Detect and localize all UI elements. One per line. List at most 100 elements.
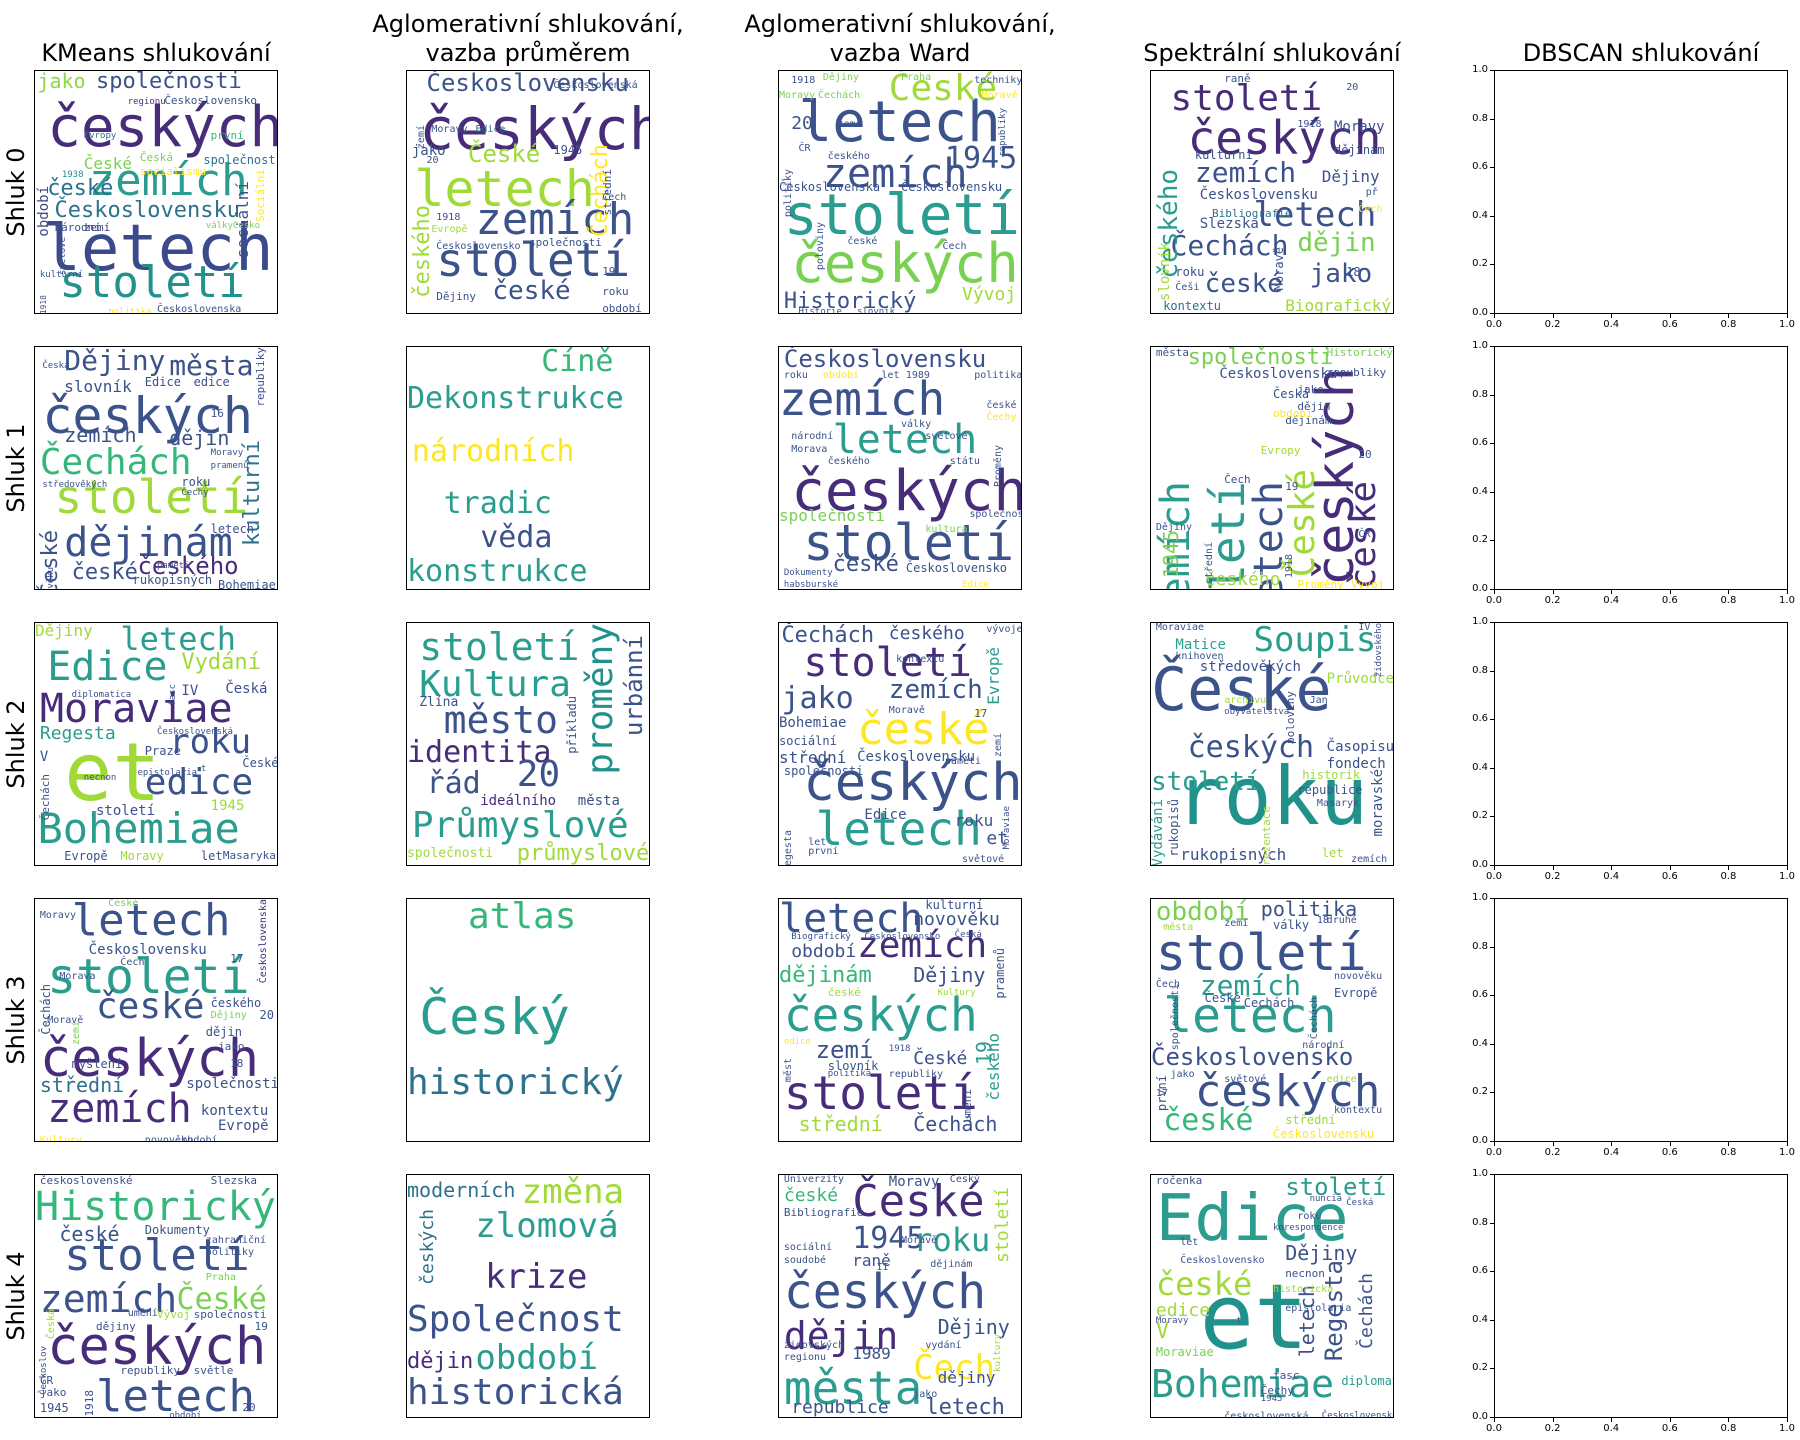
wordcloud-word: novověku (1334, 971, 1383, 983)
wordcloud-word: nuncia (1309, 1193, 1343, 1204)
wordcloud-word: Edice (47, 644, 168, 691)
wordcloud-word: sociální (783, 1242, 833, 1254)
wordcloud-word: národní (54, 221, 101, 235)
wordcloud-word: města (783, 1361, 923, 1416)
wordcloud-word: českých (1187, 729, 1315, 765)
wordcloud-word: zemí (83, 221, 111, 235)
wordcloud-word: dějin (205, 1024, 242, 1039)
x-tick-mark (1552, 590, 1554, 594)
x-tick-label: 0.0 (1486, 1423, 1502, 1434)
wordcloud-word: historická (407, 1372, 624, 1414)
x-tick-mark (1611, 590, 1613, 594)
wordcloud-word: století (419, 624, 580, 669)
wordcloud-word: habsburské (783, 580, 839, 590)
wordcloud-word: České (108, 898, 139, 909)
y-tick-mark (1490, 816, 1494, 818)
wordcloud-word: Středověku (46, 567, 56, 589)
x-tick-label: 0.6 (1661, 1423, 1678, 1434)
wordcloud-word: Soupis (1253, 622, 1377, 660)
wordcloud-word: Dějiny (436, 289, 477, 303)
wordcloud-word: roku (954, 811, 994, 831)
wordcloud-word: české (1163, 1103, 1254, 1139)
y-tick-mark (1490, 264, 1494, 266)
wordcloud-word: století (803, 513, 1015, 572)
wordcloud-word: letech (414, 159, 595, 218)
wordcloud-word: fasc (1273, 1369, 1300, 1383)
x-tick-label: 0.0 (1486, 595, 1502, 606)
wordcloud-panel: období politika století zemích letech Českosl… (1150, 898, 1394, 1142)
y-tick-mark (1490, 313, 1494, 314)
wordcloud-word: 20 (1358, 448, 1372, 462)
wordcloud-word: rukopisů (1167, 798, 1182, 857)
wordcloud-word: válkyCesko (205, 221, 260, 232)
wordcloud-word: novověku (144, 1134, 193, 1142)
wordcloud-word: Bohemiae (1151, 1362, 1335, 1407)
wordcloud-word: slovník (1157, 241, 1174, 301)
wordcloud-word: století (991, 1187, 1013, 1264)
wordcloud-word: století (436, 232, 631, 287)
wordcloud-word: rukopisných (132, 572, 213, 587)
wordcloud-word: 1945 (852, 1220, 925, 1256)
wordcloud-word: diplomatica (1341, 1374, 1393, 1389)
wordcloud-word: České (913, 1048, 968, 1070)
wordcloud-panel: letech století české českých zemích střední sp… (34, 898, 278, 1142)
wordcloud-word: raně (852, 1251, 891, 1271)
wordcloud-word: Edice (475, 123, 506, 135)
wordcloud-word: českých (783, 987, 978, 1042)
wordcloud-word: letech (1295, 1284, 1320, 1358)
wordcloud-word: politiky (205, 1247, 254, 1259)
x-tick-mark (1669, 1418, 1671, 1422)
wordcloud-word: atlas (468, 898, 577, 937)
y-tick-label: 0.8 (1472, 388, 1488, 400)
wordcloud-word: Čech (602, 192, 627, 203)
y-tick-label: 0.4 (1472, 209, 1488, 221)
wordcloud-word: V (39, 748, 49, 765)
wordcloud-panel: České 1945 roku českých dějin Dějiny Čech města… (778, 1174, 1022, 1418)
wordcloud-word: Československa (157, 304, 242, 314)
wordcloud-word: soudobé (783, 1254, 827, 1266)
wordcloud-word: slovník (857, 306, 896, 314)
wordcloud-word: let (1180, 1237, 1199, 1249)
x-tick-label: 1.0 (1779, 871, 1795, 882)
wordcloud-word: Čechách (1243, 995, 1295, 1010)
wordcloud-word: Časopisu (1326, 739, 1394, 756)
wordcloud-word: jako (218, 1039, 245, 1053)
wordcloud-word: střední (1285, 1112, 1336, 1127)
wordcloud-word: společnosti (96, 70, 242, 94)
wordcloud-word: Čech (913, 1347, 996, 1388)
x-tick-mark (1669, 866, 1671, 870)
wordcloud-word: české (857, 704, 990, 756)
column-title: Aglomerativní shlukování, vazba průměrem (372, 10, 684, 67)
wordcloud-word: Československu (1273, 1127, 1375, 1142)
y-tick-label: 0.0 (1472, 859, 1488, 870)
wordcloud-word: Praha (901, 72, 932, 84)
wordcloud-word: Bibliografie (1212, 206, 1292, 220)
x-tick-mark (1494, 1142, 1495, 1146)
wordcloud-word: Moravy (39, 910, 76, 922)
wordcloud-word: Moraviae (39, 685, 233, 732)
y-tick-label: 0.6 (1472, 437, 1488, 449)
x-tick-mark (1728, 1142, 1730, 1146)
y-tick-mark (1490, 670, 1494, 672)
wordcloud-word: 1918 (1297, 118, 1322, 130)
wordcloud-word: historický (407, 1061, 624, 1103)
wordcloud-word: období (1273, 407, 1313, 420)
wordcloud-word: Vývoj (962, 283, 1017, 305)
wordcloud-word: českého (827, 150, 870, 162)
y-tick-mark (1490, 1271, 1494, 1273)
x-tick-label: 0.8 (1720, 1423, 1737, 1434)
x-tick-label: 0.0 (1486, 1147, 1502, 1158)
wordcloud-word: českých (419, 95, 650, 164)
wordcloud-word: zemích (888, 674, 983, 705)
wordcloud-word: zemích (47, 1086, 192, 1133)
wordcloud-panel: českých století dějinám Čechách Dějiny města z… (34, 346, 278, 590)
wordcloud-word: 1945 (39, 1400, 69, 1415)
row-label: Shluk 0 (2, 147, 30, 237)
wordcloud-word: Čechy (986, 411, 1017, 423)
x-tick-label: 0.0 (1486, 871, 1502, 882)
wordcloud-word: tradic (443, 485, 552, 521)
empty-axes (1494, 622, 1788, 866)
wordcloud-word: Česká (954, 929, 982, 940)
wordcloud-word: světové (1224, 1073, 1267, 1085)
wordcloud-word: Československu (54, 198, 240, 224)
